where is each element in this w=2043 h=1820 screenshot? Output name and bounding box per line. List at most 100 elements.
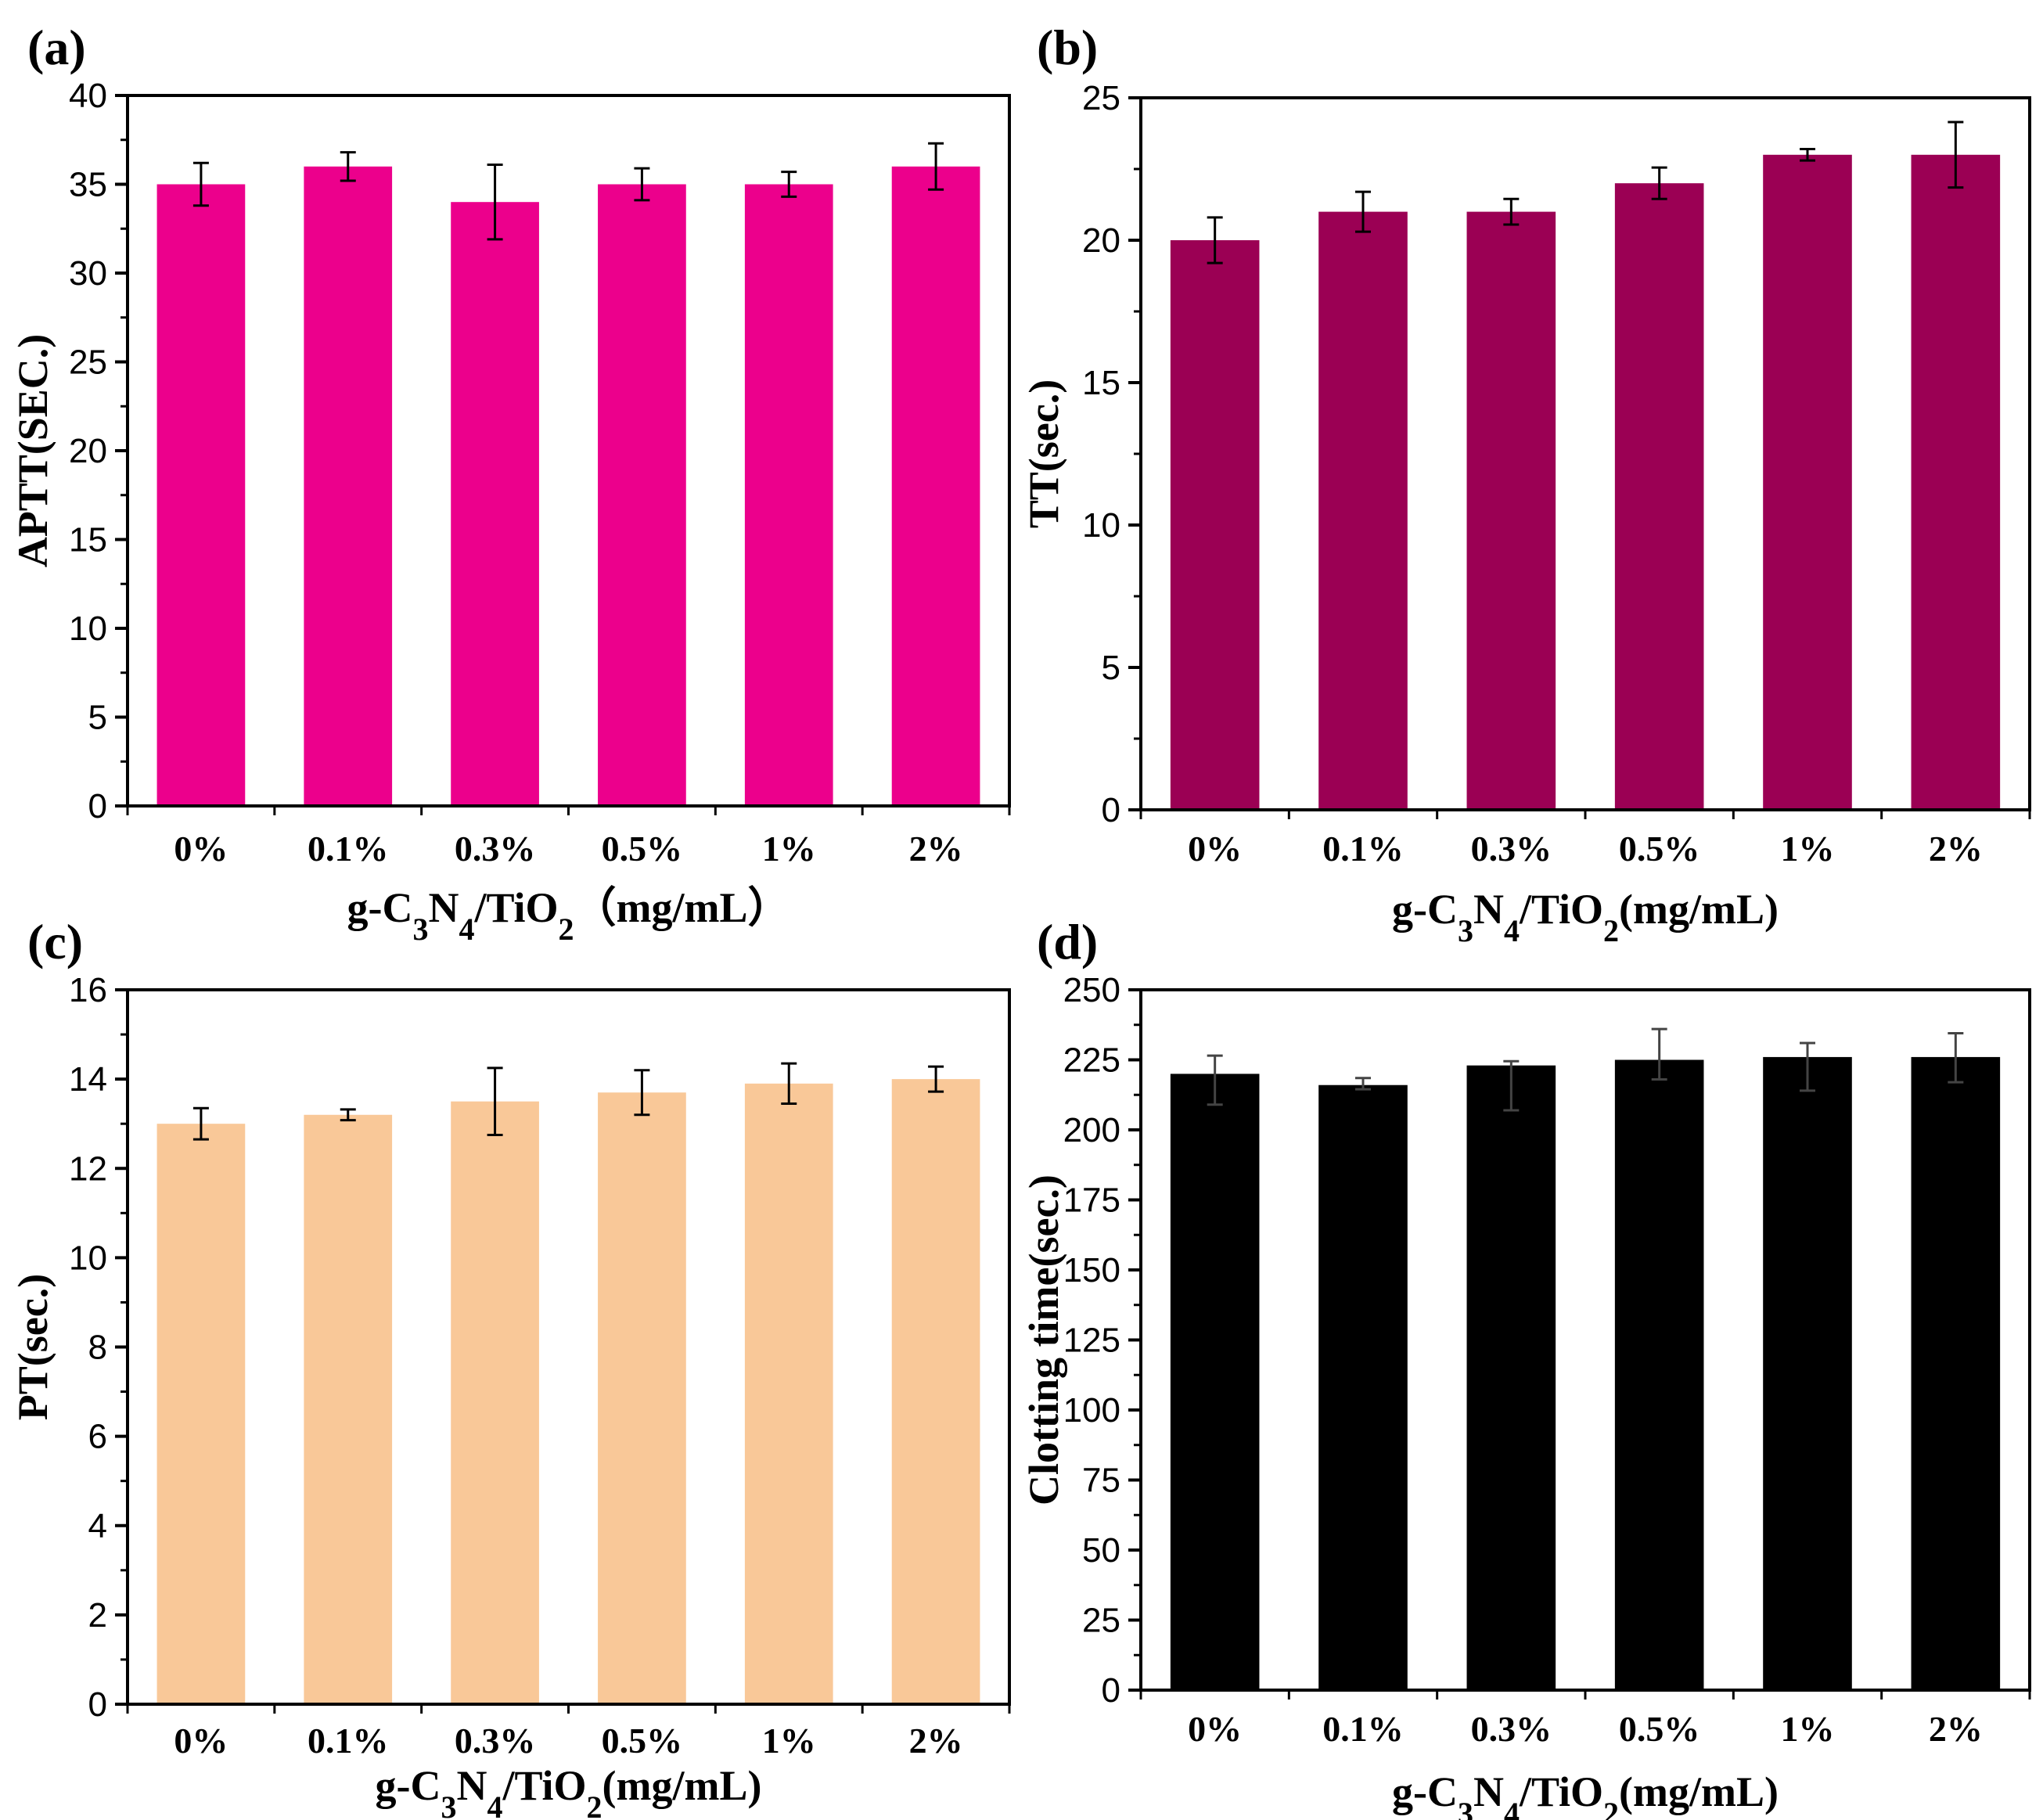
bar xyxy=(744,1083,833,1704)
y-tick-label: 100 xyxy=(1063,1391,1120,1430)
y-tick-label: 30 xyxy=(69,254,107,293)
y-tick-label: 8 xyxy=(88,1329,107,1367)
x-axis-label-subscript: 3 xyxy=(1458,1796,1473,1820)
panel-label: (b) xyxy=(1037,20,1098,75)
x-axis-label-subscript: 3 xyxy=(441,1789,456,1820)
y-tick-label: 20 xyxy=(1082,221,1120,260)
x-tick-label: 2% xyxy=(909,829,963,869)
bar xyxy=(1614,183,1704,810)
x-tick-label: 1% xyxy=(762,1721,816,1761)
y-tick-label: 5 xyxy=(88,699,107,737)
x-axis-label-part: g-C xyxy=(1392,1768,1458,1815)
x-tick-label: 2% xyxy=(909,1721,963,1761)
x-tick-label: 0% xyxy=(174,1721,228,1761)
bar xyxy=(1466,211,1556,811)
bar xyxy=(1763,154,1852,811)
x-axis-label-subscript: 4 xyxy=(459,912,474,947)
y-axis-label: TT(sec.) xyxy=(1020,379,1067,528)
x-axis-label-part: N xyxy=(428,884,459,931)
y-tick-label: 75 xyxy=(1082,1462,1120,1500)
x-tick-label: 0.3% xyxy=(455,829,536,869)
bar xyxy=(1318,1084,1408,1690)
x-axis-label-part: N xyxy=(1473,886,1504,933)
y-tick-label: 15 xyxy=(69,521,107,559)
y-tick-label: 175 xyxy=(1063,1182,1120,1220)
bar xyxy=(744,184,833,806)
bar xyxy=(1318,211,1408,811)
y-tick-label: 125 xyxy=(1063,1322,1120,1360)
y-tick-label: 25 xyxy=(1082,1602,1120,1640)
x-tick-label: 2% xyxy=(1929,1709,1983,1749)
y-axis-label: APTT(SEC.) xyxy=(9,334,56,568)
x-axis-label-subscript: 2 xyxy=(587,1789,602,1820)
x-axis-label-subscript: 3 xyxy=(1458,913,1473,948)
y-tick-label: 0 xyxy=(88,787,107,825)
y-tick-label: 25 xyxy=(1082,79,1120,117)
y-tick-label: 12 xyxy=(69,1149,107,1188)
x-tick-label: 1% xyxy=(1781,829,1835,869)
x-axis-label-subscript: 4 xyxy=(1504,1796,1520,1820)
x-axis-label-part: /TiO xyxy=(473,884,558,931)
bar xyxy=(598,1092,686,1704)
x-axis-label-part: g-C xyxy=(376,1762,441,1809)
x-axis-label-subscript: 4 xyxy=(1504,913,1520,948)
panel-label: (a) xyxy=(27,20,86,75)
y-tick-label: 4 xyxy=(88,1507,107,1545)
y-tick-label: 25 xyxy=(69,343,107,382)
y-tick-label: 0 xyxy=(88,1685,107,1724)
x-tick-label: 2% xyxy=(1929,829,1983,869)
x-axis-label-part: (mg/mL) xyxy=(1619,1768,1779,1815)
plot-frame xyxy=(126,988,1011,1706)
x-tick-label: 0.5% xyxy=(602,829,683,869)
panel-c: (c) 0% 0.1% 0.3% 0.5% 1% 2% 0 2 4 6 8 10 12 14 16 PT(sec… xyxy=(9,914,1011,1820)
bar xyxy=(304,1114,393,1704)
y-tick-label: 200 xyxy=(1063,1111,1120,1149)
x-axis-label-subscript: 2 xyxy=(1603,1796,1619,1820)
x-axis-label-part: g-C xyxy=(347,884,412,931)
x-axis-label-part: /TiO xyxy=(1519,1768,1603,1815)
bar xyxy=(891,1079,980,1704)
panel-a: (a) 0% 0.1% 0.3% 0.5% 1% 2% 0 5 10 15 20 25 30 35 40 APT… xyxy=(9,20,1011,947)
y-tick-label: 20 xyxy=(69,432,107,470)
x-axis-label-part: N xyxy=(456,1762,487,1809)
x-tick-label: 1% xyxy=(1781,1709,1835,1749)
panel-label: (d) xyxy=(1037,914,1098,969)
y-tick-label: 50 xyxy=(1082,1531,1120,1570)
x-axis-label: g-C3N4/TiO2（mg/mL） xyxy=(347,884,790,947)
bar xyxy=(598,184,686,806)
x-axis-label-subscript: 2 xyxy=(559,912,574,947)
x-tick-label: 0.1% xyxy=(1322,1709,1404,1749)
y-tick-label: 5 xyxy=(1102,649,1120,687)
y-tick-label: 14 xyxy=(69,1060,107,1099)
bar xyxy=(304,166,393,807)
x-tick-label: 0.5% xyxy=(1619,829,1700,869)
x-axis-label-part: (mg/mL) xyxy=(1619,886,1779,933)
plot-frame xyxy=(1139,988,2031,1692)
bar xyxy=(1911,154,2001,811)
y-tick-label: 35 xyxy=(69,166,107,204)
x-axis-label-part: /TiO xyxy=(502,1762,586,1809)
bar xyxy=(156,1124,246,1704)
x-axis-label-part: (mg/mL) xyxy=(602,1762,762,1809)
bar xyxy=(1170,1074,1260,1690)
x-axis-label-part: N xyxy=(1473,1768,1504,1815)
y-tick-label: 250 xyxy=(1063,971,1120,1009)
bar xyxy=(1911,1056,2001,1690)
plot-frame xyxy=(1139,96,2031,811)
x-tick-label: 0.1% xyxy=(308,829,389,869)
y-tick-label: 10 xyxy=(69,1239,107,1277)
y-axis-label: PT(sec.) xyxy=(9,1274,56,1420)
x-tick-label: 0.1% xyxy=(1322,829,1404,869)
bar xyxy=(1763,1056,1852,1690)
y-tick-label: 2 xyxy=(88,1596,107,1635)
x-axis-label-subscript: 2 xyxy=(1603,913,1619,948)
y-tick-label: 16 xyxy=(69,971,107,1009)
x-tick-label: 0.5% xyxy=(602,1721,683,1761)
y-tick-label: 150 xyxy=(1063,1251,1120,1289)
x-axis-label-subscript: 3 xyxy=(412,912,428,947)
bar xyxy=(451,1101,539,1704)
x-axis-label-subscript: 4 xyxy=(487,1789,502,1820)
y-tick-label: 0 xyxy=(1102,1671,1120,1710)
x-axis-label-part: g-C xyxy=(1392,886,1458,933)
